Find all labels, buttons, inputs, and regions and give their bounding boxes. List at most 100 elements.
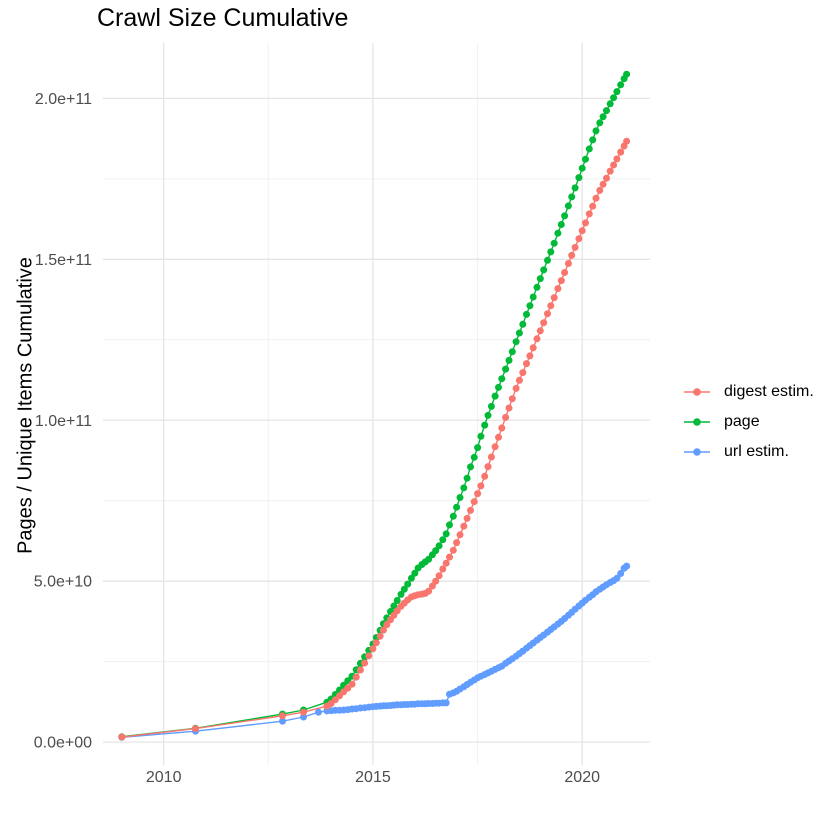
data-point-page: [529, 293, 537, 301]
data-point-page: [561, 212, 569, 220]
data-point-page: [544, 256, 551, 264]
data-point-digest-estim-: [505, 404, 513, 412]
data-point-digest-estim-: [585, 210, 593, 218]
data-point-digest-estim-: [523, 360, 530, 368]
data-point-digest-estim-: [449, 546, 457, 554]
x-tick-label: 2010: [146, 769, 182, 786]
data-point-page: [578, 164, 586, 172]
data-point-digest-estim-: [356, 666, 364, 674]
data-point-page: [540, 266, 548, 274]
data-point-page: [442, 530, 450, 538]
legend-item-page: page: [682, 407, 814, 437]
data-point-page: [491, 392, 499, 400]
data-point-digest-estim-: [474, 490, 482, 498]
data-point-page: [617, 81, 625, 89]
data-point-page: [439, 536, 447, 544]
data-point-page: [400, 585, 408, 593]
data-point-digest-estim-: [376, 632, 384, 640]
legend: digest estim. page url estim.: [682, 377, 814, 467]
data-point-page: [481, 421, 489, 429]
data-point-digest-estim-: [508, 395, 516, 403]
data-point-page: [463, 474, 471, 482]
data-point-digest-estim-: [564, 260, 572, 267]
data-point-digest-estim-: [544, 310, 551, 318]
data-point-page: [502, 365, 510, 373]
data-point-page: [453, 503, 461, 511]
legend-item-url-estim: url estim.: [682, 437, 814, 467]
data-point-digest-estim-: [557, 277, 565, 285]
data-point-digest-estim-: [550, 294, 558, 302]
data-point-page: [547, 248, 555, 256]
data-point-page: [397, 590, 405, 598]
data-point-url-estim-: [315, 708, 322, 716]
data-point-digest-estim-: [481, 472, 489, 480]
data-point-digest-estim-: [575, 235, 583, 243]
data-point-page: [596, 119, 604, 127]
x-tick-label: 2015: [355, 769, 391, 786]
data-point-page: [568, 193, 576, 201]
data-point-digest-estim-: [379, 626, 387, 634]
data-point-page: [446, 521, 453, 529]
data-point-page: [498, 375, 506, 383]
data-point-digest-estim-: [613, 155, 621, 163]
data-point-digest-estim-: [484, 463, 492, 471]
y-tick-label: 5.0e+10: [34, 574, 92, 591]
legend-label-url-estim: url estim.: [724, 443, 789, 460]
data-point-page: [599, 113, 607, 121]
data-point-digest-estim-: [348, 680, 356, 688]
data-point-page: [411, 569, 419, 577]
data-point-page: [536, 275, 544, 283]
data-point-digest-estim-: [606, 167, 614, 175]
data-point-digest-estim-: [383, 621, 391, 629]
data-point-digest-estim-: [589, 202, 597, 210]
data-point-digest-estim-: [365, 652, 373, 660]
data-point-page: [550, 239, 558, 247]
data-point-page: [523, 310, 530, 318]
data-point-digest-estim-: [361, 659, 369, 667]
data-point-page: [505, 356, 513, 364]
data-point-digest-estim-: [536, 327, 544, 335]
data-point-digest-estim-: [617, 148, 625, 156]
data-point-digest-estim-: [582, 219, 589, 227]
data-point-digest-estim-: [540, 319, 548, 327]
data-point-page: [484, 411, 492, 419]
data-point-page: [470, 453, 478, 461]
data-point-digest-estim-: [519, 369, 527, 377]
data-point-page: [487, 402, 495, 410]
data-point-page: [404, 580, 412, 588]
data-point-digest-estim-: [571, 243, 579, 251]
y-tick-label: 2.0e+11: [35, 91, 92, 108]
data-point-page: [526, 302, 534, 310]
data-point-url-estim-: [623, 562, 631, 570]
data-point-page: [589, 136, 597, 144]
data-point-page: [474, 444, 482, 452]
data-point-page: [533, 283, 541, 291]
data-point-digest-estim-: [529, 344, 537, 352]
data-point-page: [460, 484, 468, 492]
data-point-page: [435, 542, 443, 550]
x-tick-label: 2020: [564, 769, 600, 786]
digest-estim-key-icon: [684, 388, 710, 396]
data-point-page: [571, 184, 579, 192]
data-point-page: [564, 202, 572, 210]
data-point-digest-estim-: [435, 572, 443, 580]
data-point-page: [512, 338, 520, 346]
data-point-digest-estim-: [554, 285, 562, 293]
data-point-page: [575, 174, 583, 182]
data-point-digest-estim-: [460, 522, 468, 530]
data-point-url-estim-: [617, 570, 625, 577]
data-point-digest-estim-: [568, 251, 576, 259]
data-point-page: [603, 107, 610, 115]
y-tick-label: 0.0e+00: [34, 735, 92, 752]
data-point-page: [557, 221, 565, 228]
data-point-digest-estim-: [425, 587, 433, 595]
y-tick-label: 1.0e+11: [35, 413, 92, 430]
data-point-digest-estim-: [352, 673, 360, 681]
data-point-digest-estim-: [372, 639, 380, 647]
data-point-page: [519, 320, 527, 328]
data-point-url-estim-: [442, 699, 450, 707]
data-point-digest-estim-: [432, 577, 440, 585]
data-point-digest-estim-: [561, 269, 569, 276]
data-point-digest-estim-: [512, 384, 520, 392]
